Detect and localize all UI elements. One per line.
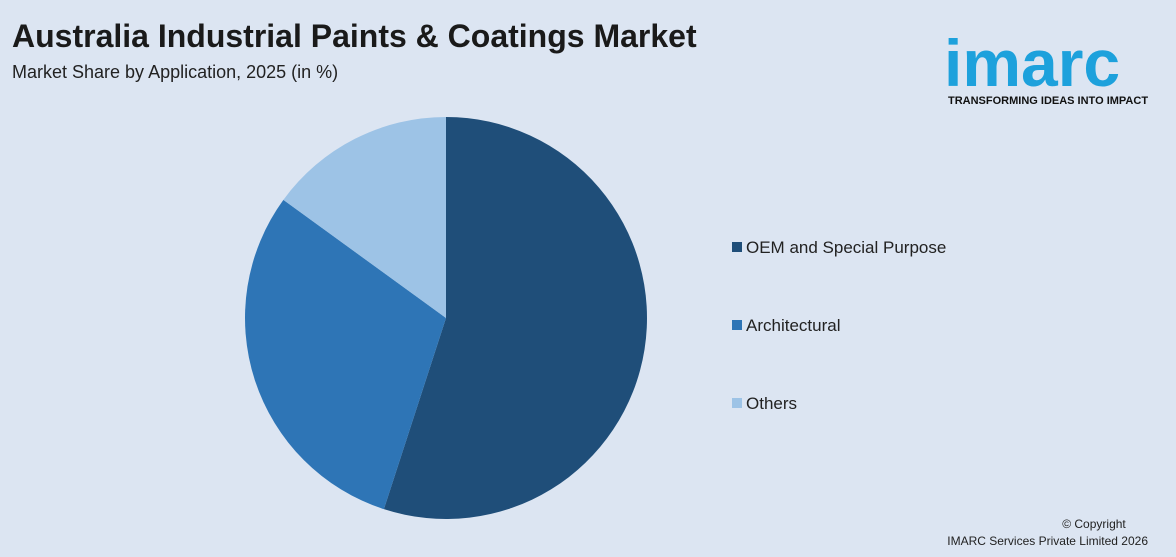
chart-title: Australia Industrial Paints & Coatings M… bbox=[12, 18, 697, 54]
legend-label: OEM and Special Purpose bbox=[746, 238, 946, 257]
legend-swatch bbox=[732, 320, 742, 330]
footer-company: IMARC Services Private Limited 2026 bbox=[947, 534, 1148, 548]
legend-label: Others bbox=[746, 394, 797, 413]
chart-subtitle: Market Share by Application, 2025 (in %) bbox=[12, 62, 338, 82]
logo-tagline: TRANSFORMING IDEAS INTO IMPACT bbox=[948, 95, 1148, 107]
copyright: © Copyright bbox=[1062, 517, 1126, 531]
logo: imarc bbox=[944, 26, 1120, 100]
pie-slice bbox=[244, 199, 446, 510]
legend-label: Architectural bbox=[746, 316, 840, 335]
pie-slice bbox=[283, 117, 446, 318]
pie-slice bbox=[383, 117, 648, 520]
legend-swatch bbox=[732, 242, 742, 252]
legend-swatch bbox=[732, 398, 742, 408]
